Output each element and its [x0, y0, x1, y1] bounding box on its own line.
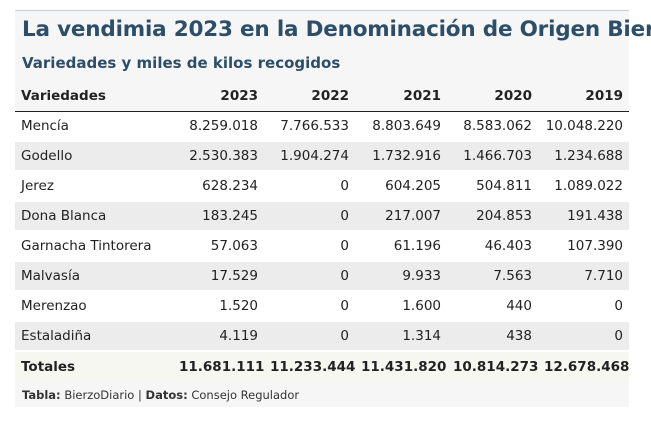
header-row: Variedades 2023 2022 2021 2020 2019 — [15, 82, 629, 112]
value-cell: 1.234.688 — [554, 148, 623, 164]
value-cell: 1.466.703 — [463, 148, 532, 164]
variety-cell: Estaladiña — [21, 328, 92, 344]
value-cell: 0 — [614, 298, 623, 314]
value-cell: 0 — [340, 298, 349, 314]
value-cell: 1.314 — [402, 328, 441, 344]
column-header: 2021 — [355, 82, 447, 112]
value-cell: 438 — [506, 328, 532, 344]
column-header: Variedades — [15, 82, 173, 112]
value-cell: 1.600 — [402, 298, 441, 314]
column-header: 2023 — [173, 82, 264, 112]
value-cell: 8.803.649 — [372, 117, 441, 134]
value-cell: 191.438 — [567, 208, 623, 224]
column-header: 2022 — [264, 82, 355, 112]
table-row: Mencía 8.259.018 7.766.533 8.803.649 8.583.0… — [15, 111, 629, 141]
variety-cell: Dona Blanca — [21, 208, 107, 224]
value-cell: 7.766.533 — [280, 117, 349, 134]
value-cell: 628.234 — [202, 178, 258, 194]
value-cell: 2.530.383 — [189, 148, 258, 164]
value-cell: 11.681.111 — [179, 358, 265, 375]
variety-cell: Godello — [21, 148, 73, 164]
value-cell: 183.245 — [202, 208, 258, 224]
table-label: Tabla: — [22, 388, 61, 402]
table-row: Godello 2.530.383 1.904.274 1.732.916 1.466.… — [15, 141, 629, 171]
value-cell: 204.853 — [476, 208, 532, 224]
value-cell: 107.390 — [567, 238, 623, 254]
value-cell: 217.007 — [385, 208, 441, 224]
table-body: Mencía 8.259.018 7.766.533 8.803.649 8.583.0… — [15, 111, 629, 381]
value-cell: 61.196 — [393, 238, 441, 254]
table-row: Merenzao 1.520 0 1.600 440 0 — [15, 291, 629, 321]
variety-cell: Mencía — [21, 117, 69, 134]
value-cell: 9.933 — [402, 268, 441, 284]
table-credit: BierzoDiario — [64, 388, 135, 402]
chart-subtitle: Variedades y miles de kilos recogidos — [22, 54, 341, 72]
totals-row: Totales 11.681.111 11.233.444 11.431.820 10.… — [15, 351, 629, 381]
value-cell: 10.048.220 — [545, 117, 623, 134]
value-cell: 57.063 — [210, 238, 258, 254]
value-cell: 440 — [506, 298, 532, 314]
source-note: Tabla: BierzoDiario | Datos: Consejo Reg… — [22, 388, 299, 402]
chart-title: La vendimia 2023 en la Denominación de O… — [22, 17, 651, 42]
value-cell: 1.520 — [219, 298, 258, 314]
value-cell: 1.904.274 — [280, 148, 349, 164]
table-card: La vendimia 2023 en la Denominación de O… — [15, 10, 651, 407]
table-row: Malvasía 17.529 0 9.933 7.563 7.710 — [15, 261, 629, 291]
value-cell: 8.259.018 — [189, 117, 258, 134]
data-table: Variedades 2023 2022 2021 2020 2019 Menc… — [15, 82, 629, 381]
variety-cell: Totales — [21, 358, 76, 375]
variety-cell: Jerez — [21, 178, 54, 194]
value-cell: 604.205 — [385, 178, 441, 194]
value-cell: 504.811 — [476, 178, 532, 194]
value-cell: 10.814.273 — [453, 358, 539, 375]
variety-cell: Malvasía — [21, 268, 80, 284]
value-cell: 11.233.444 — [270, 358, 356, 375]
value-cell: 0 — [614, 328, 623, 344]
column-header: 2020 — [447, 82, 538, 112]
source-credit: Consejo Regulador — [191, 388, 300, 402]
value-cell: 0 — [340, 328, 349, 344]
value-cell: 4.119 — [219, 328, 258, 344]
table-row: Garnacha Tintorera 57.063 0 61.196 46.403 107… — [15, 231, 629, 261]
source-label: Datos: — [145, 388, 188, 402]
variety-cell: Garnacha Tintorera — [21, 238, 152, 254]
value-cell: 1.732.916 — [372, 148, 441, 164]
table-row: Dona Blanca 183.245 0 217.007 204.853 191.438 — [15, 201, 629, 231]
value-cell: 1.089.022 — [554, 178, 623, 194]
value-cell: 0 — [340, 268, 349, 284]
value-cell: 12.678.468 — [544, 358, 630, 375]
value-cell: 0 — [340, 178, 349, 194]
column-header: 2019 — [538, 82, 629, 112]
value-cell: 8.583.062 — [463, 117, 532, 134]
value-cell: 7.563 — [493, 268, 532, 284]
value-cell: 11.431.820 — [361, 358, 447, 375]
table-row: Jerez 628.234 0 604.205 504.811 1.089.022 — [15, 171, 629, 201]
value-cell: 46.403 — [484, 238, 532, 254]
value-cell: 7.710 — [584, 268, 623, 284]
value-cell: 0 — [340, 238, 349, 254]
variety-cell: Merenzao — [21, 298, 87, 314]
separator: | — [138, 388, 142, 402]
table-row: Estaladiña 4.119 0 1.314 438 0 — [15, 321, 629, 351]
value-cell: 0 — [340, 208, 349, 224]
value-cell: 17.529 — [210, 268, 258, 284]
